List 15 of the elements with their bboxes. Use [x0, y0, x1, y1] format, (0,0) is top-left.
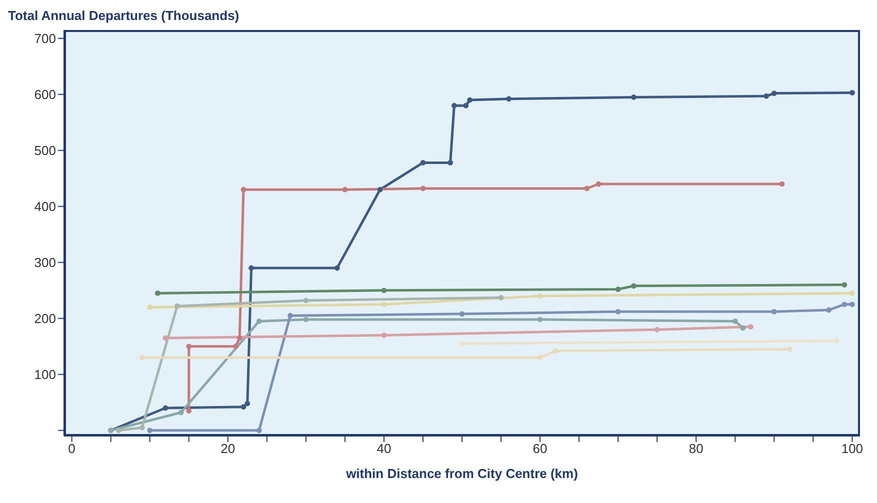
- x-tick-label: 40: [376, 441, 392, 456]
- x-tick-label: 60: [532, 441, 548, 456]
- y-tick-label: 400: [34, 199, 56, 214]
- y-tick-label: 100: [34, 367, 56, 382]
- x-tick-label: 100: [841, 441, 864, 456]
- y-tick-label: 200: [34, 311, 56, 326]
- y-tick-label: 600: [34, 87, 56, 102]
- y-axis-title: Total Annual Departures (Thousands): [8, 8, 240, 23]
- x-tick-label: 80: [688, 441, 704, 456]
- x-tick-label: 0: [68, 441, 76, 456]
- x-axis-title: within Distance from City Centre (km): [345, 466, 578, 481]
- y-tick-label: 700: [34, 31, 56, 46]
- x-tick-label: 20: [220, 441, 236, 456]
- y-tick-label: 500: [34, 143, 56, 158]
- y-tick-label: 300: [34, 255, 56, 270]
